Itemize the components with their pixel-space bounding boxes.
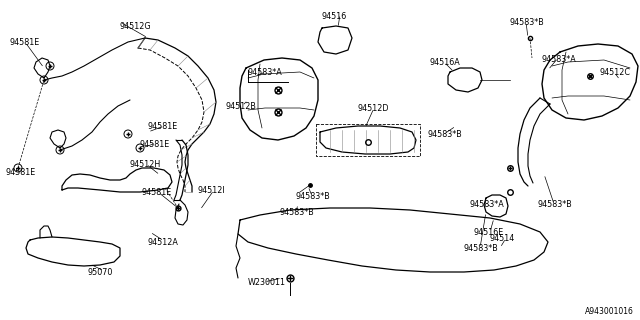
Text: 94512A: 94512A — [148, 238, 179, 247]
Text: 94583*B: 94583*B — [428, 130, 463, 139]
Text: 94514: 94514 — [490, 234, 515, 243]
Text: 94512G: 94512G — [120, 22, 152, 31]
Text: 94512D: 94512D — [358, 104, 390, 113]
Text: 94512C: 94512C — [600, 68, 631, 77]
Text: 94583*B: 94583*B — [510, 18, 545, 27]
Text: A943001016: A943001016 — [585, 307, 634, 316]
Text: W230011: W230011 — [248, 278, 286, 287]
Text: 94583*A: 94583*A — [248, 68, 283, 77]
Text: 94583*B: 94583*B — [464, 244, 499, 253]
Text: 94512B: 94512B — [226, 102, 257, 111]
Text: 94516: 94516 — [322, 12, 348, 21]
Text: 94583*B: 94583*B — [538, 200, 573, 209]
Text: 94512H: 94512H — [130, 160, 161, 169]
Text: 94581E: 94581E — [10, 38, 40, 47]
Text: 94583*B: 94583*B — [280, 208, 315, 217]
Text: 94581E: 94581E — [5, 168, 35, 177]
Text: 94583*A: 94583*A — [542, 55, 577, 64]
Text: 95070: 95070 — [88, 268, 113, 277]
Text: 94581E: 94581E — [140, 140, 170, 149]
Text: 94516A: 94516A — [430, 58, 461, 67]
Text: 94581E: 94581E — [142, 188, 172, 197]
Text: 94512I: 94512I — [198, 186, 226, 195]
Text: 94516E: 94516E — [474, 228, 504, 237]
Text: 94583*B: 94583*B — [296, 192, 331, 201]
Text: 94581E: 94581E — [148, 122, 179, 131]
Text: 94583*A: 94583*A — [470, 200, 505, 209]
